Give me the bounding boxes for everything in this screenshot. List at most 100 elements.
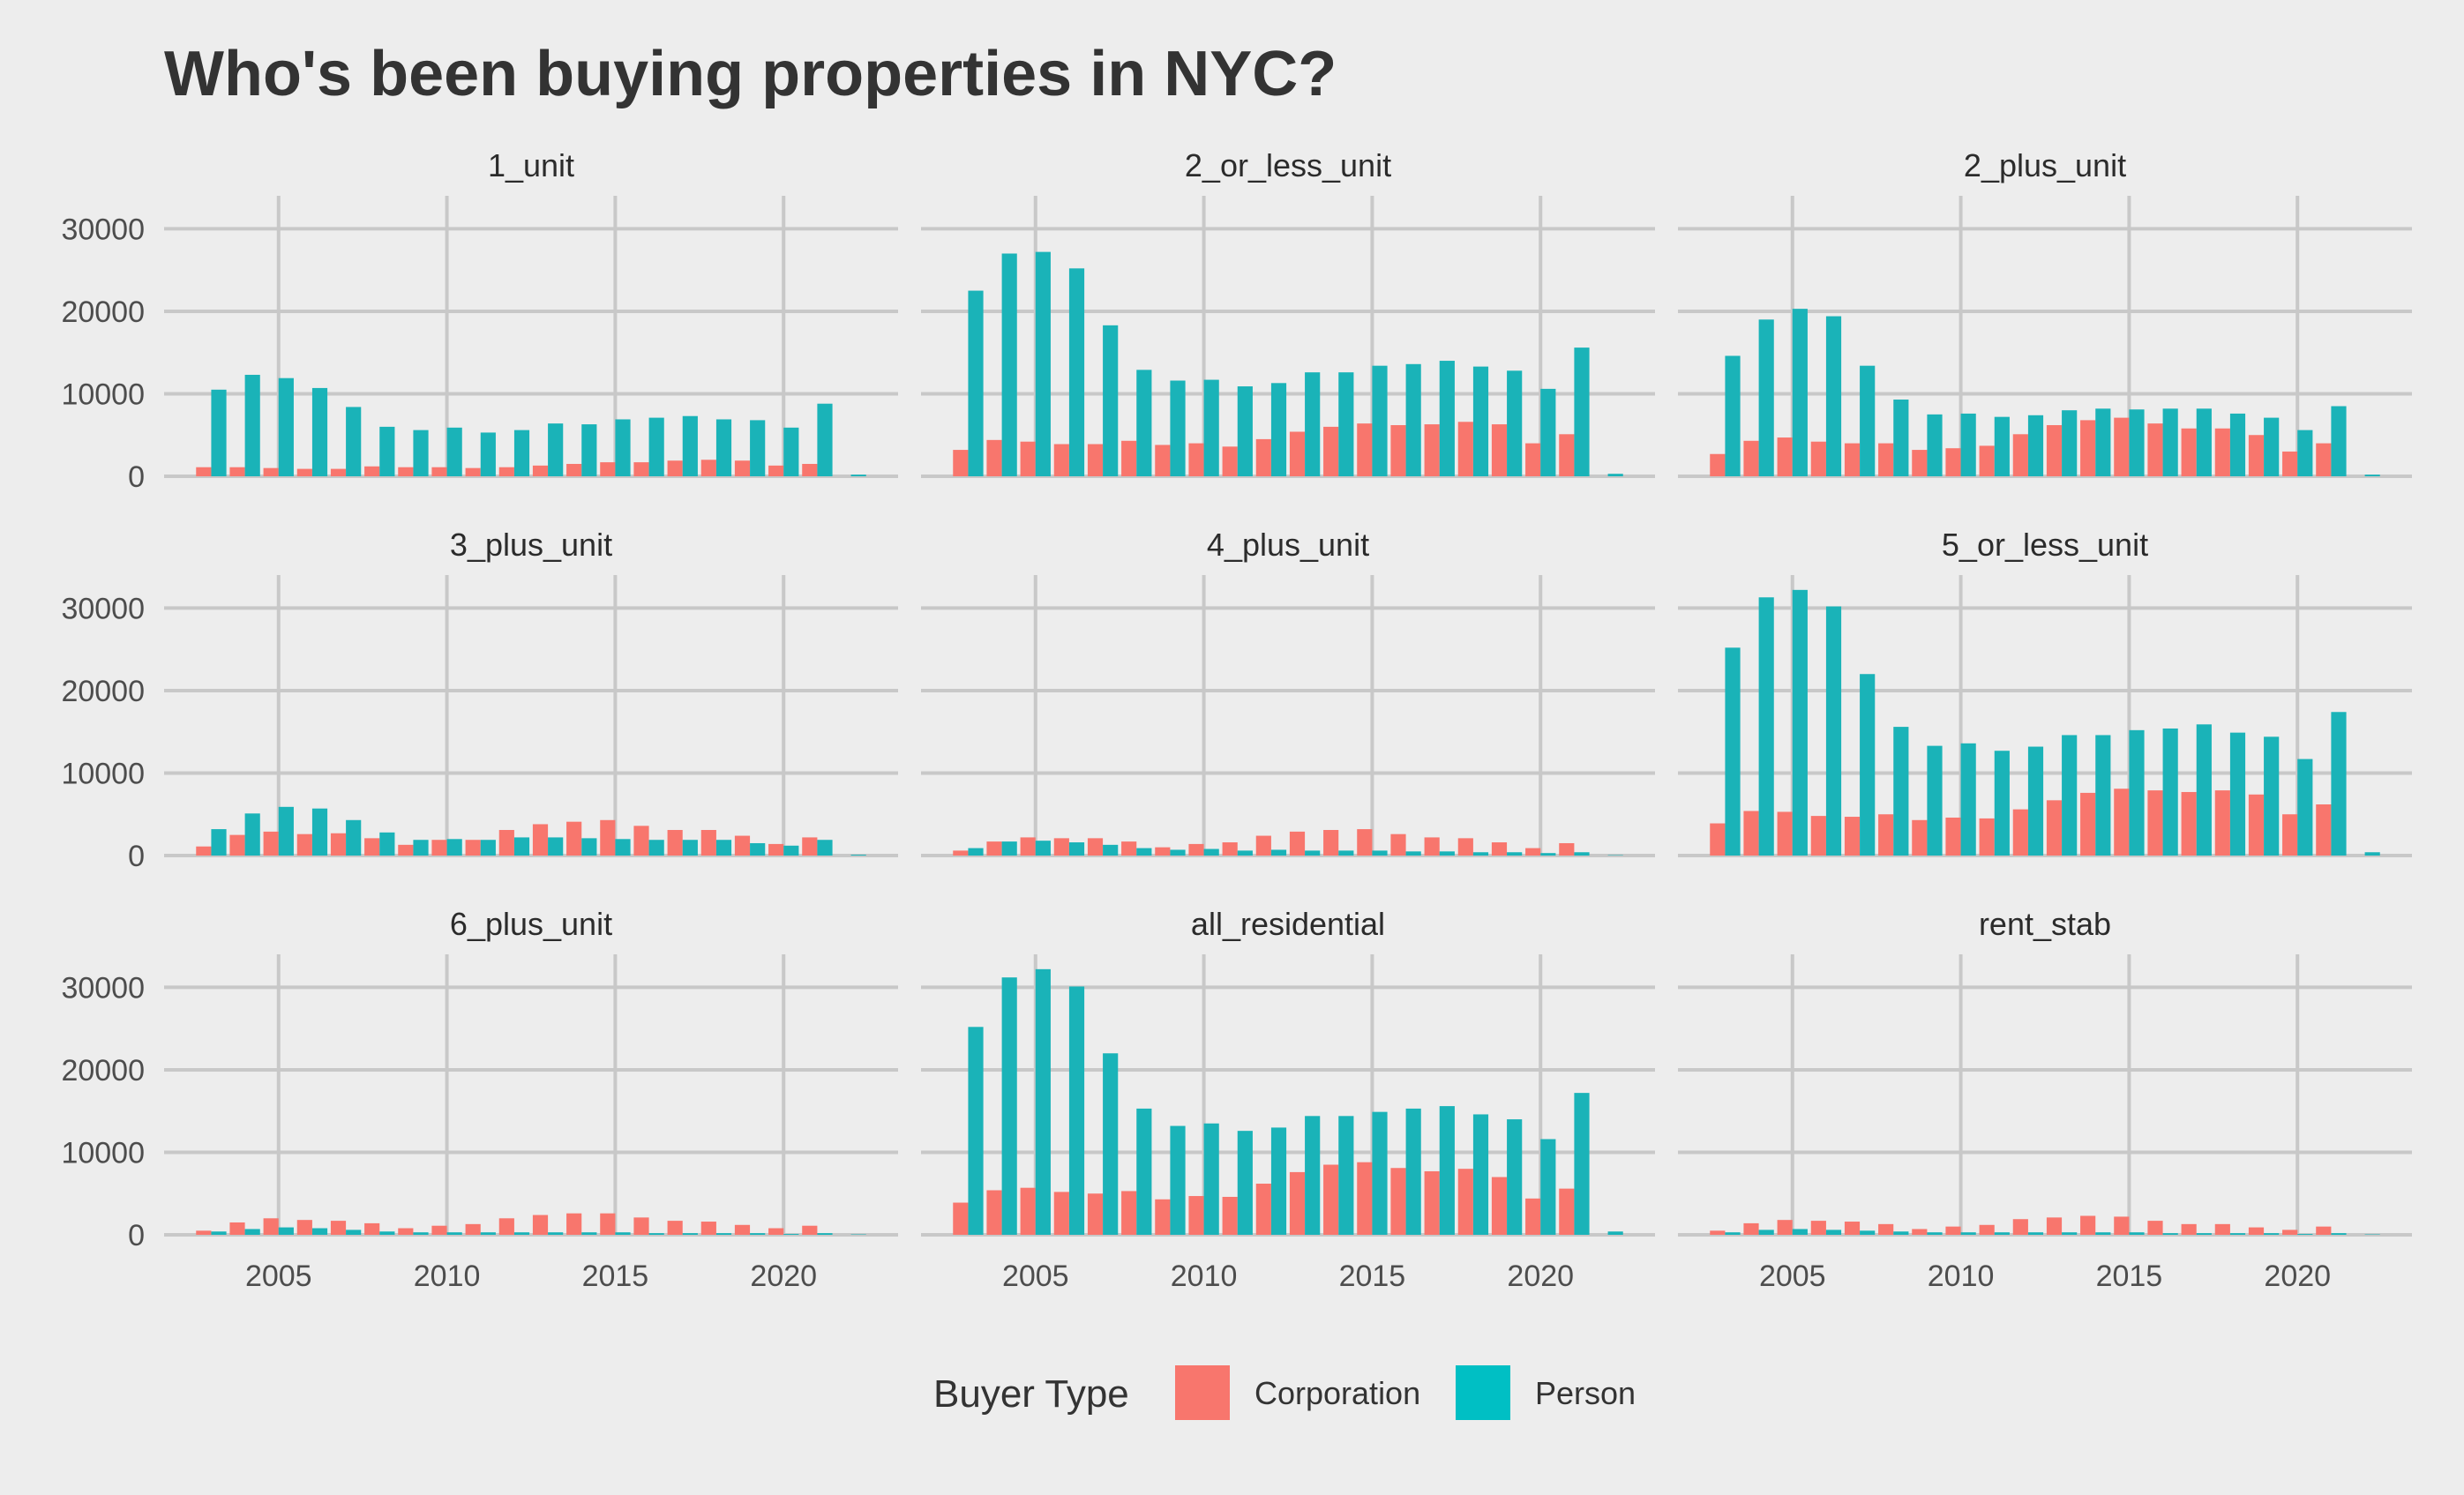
bar-corporation-2009 <box>1912 819 1928 856</box>
bar-corporation-2011 <box>1222 446 1238 476</box>
bar-corporation-2009 <box>398 1228 414 1235</box>
bar-corporation-2020 <box>768 465 784 476</box>
bar-corporation-2008 <box>1878 1223 1894 1235</box>
bar-corporation-2009 <box>398 467 414 476</box>
bar-corporation-2005 <box>1020 441 1036 476</box>
bar-person-2017 <box>1439 361 1455 476</box>
bar-person-2009 <box>1927 745 1943 856</box>
bar-person-2006 <box>311 1228 328 1235</box>
bar-person-2019 <box>1507 852 1523 856</box>
bar-corporation-2017 <box>667 460 683 476</box>
bar-corporation-2010 <box>1945 1226 1961 1235</box>
bar-person-2008 <box>1136 1108 1152 1235</box>
bar-corporation-2003 <box>196 467 212 476</box>
bar-person-2009 <box>1927 414 1943 476</box>
bar-person-2020 <box>783 427 799 476</box>
bar-person-2005 <box>1792 589 1808 856</box>
bar-corporation-2007 <box>1087 444 1104 476</box>
bar-person-2011 <box>1994 416 2010 476</box>
x-tick-label: 2005 <box>245 1260 312 1293</box>
bar-person-2007 <box>346 819 362 856</box>
bar-person-2015 <box>2129 1232 2145 1235</box>
bar-corporation-2008 <box>364 1222 380 1235</box>
bar-corporation-2006 <box>1053 444 1069 476</box>
bar-corporation-2004 <box>229 1222 245 1235</box>
bar-corporation-2008 <box>1121 440 1137 476</box>
bar-person-2021 <box>1574 852 1590 856</box>
x-tick-label: 2020 <box>1507 1260 1574 1293</box>
bar-corporation-2015 <box>1357 829 1373 856</box>
bar-person-2017 <box>1439 1106 1455 1235</box>
bar-corporation-2009 <box>1155 445 1171 476</box>
facet-title: 5_or_less_unit <box>1942 527 2148 563</box>
bar-person-2016 <box>2162 728 2178 856</box>
bar-person-2018 <box>2229 413 2246 476</box>
bar-person-2008 <box>1136 848 1152 856</box>
facet-panel-2_or_less_unit: 2_or_less_unit <box>921 147 1655 478</box>
bar-corporation-2009 <box>398 844 414 856</box>
bar-corporation-2016 <box>1390 425 1406 476</box>
bar-person-2013 <box>548 423 564 476</box>
bar-corporation-2018 <box>700 1222 716 1235</box>
bar-person-2014 <box>2095 735 2111 856</box>
bar-person-2009 <box>413 840 429 856</box>
bar-corporation-2007 <box>1844 1222 1861 1235</box>
bar-corporation-2015 <box>1357 1162 1373 1235</box>
bar-corporation-2010 <box>1188 1196 1204 1235</box>
bar-person-2007 <box>1860 365 1876 476</box>
bar-corporation-2007 <box>1087 1193 1104 1235</box>
bar-person-2009 <box>1170 380 1186 476</box>
bar-person-2016 <box>1405 363 1421 476</box>
facet-panel-6_plus_unit: 6_plus_unit 0 10000 20000 30000 2005 2010 2015 2… <box>61 906 898 1293</box>
bar-person-2003 <box>968 848 984 856</box>
facet-title: 4_plus_unit <box>1207 527 1369 563</box>
bar-corporation-2020 <box>768 1228 784 1235</box>
x-tick-label: 2010 <box>1928 1260 1995 1293</box>
bar-person-2013 <box>2062 735 2078 856</box>
bar-corporation-2003 <box>196 1230 212 1235</box>
bar-person-2019 <box>750 420 766 476</box>
bar-person-2012 <box>2027 1232 2044 1235</box>
bar-person-2003 <box>211 829 227 856</box>
bar-person-2010 <box>446 427 462 476</box>
bar-corporation-2009 <box>1155 1199 1171 1235</box>
bar-person-2008 <box>379 426 395 476</box>
bar-person-2016 <box>1405 851 1421 856</box>
bar-corporation-2016 <box>633 826 649 856</box>
bar-corporation-2008 <box>364 838 380 856</box>
bar-person-2004 <box>1758 1230 1774 1235</box>
bar-corporation-2016 <box>633 462 649 476</box>
bar-corporation-2020 <box>1525 443 1541 476</box>
bar-corporation-2008 <box>364 466 380 476</box>
bar-corporation-2020 <box>768 843 784 856</box>
bar-person-2012 <box>513 1232 530 1235</box>
bar-corporation-2020 <box>1525 848 1541 856</box>
bar-person-2019 <box>2264 1233 2280 1235</box>
facet-title: 2_plus_unit <box>1964 147 2126 183</box>
bar-corporation-2010 <box>431 467 447 476</box>
bar-person-2007 <box>346 407 362 476</box>
bar-corporation-2017 <box>1424 837 1440 856</box>
facet-panel-5_or_less_unit: 5_or_less_unit <box>1678 527 2412 857</box>
bar-person-2016 <box>2162 1233 2178 1235</box>
bar-person-2021 <box>817 403 833 476</box>
bar-person-2014 <box>581 424 597 476</box>
bar-corporation-2005 <box>1777 811 1793 856</box>
bar-corporation-2019 <box>1491 842 1508 856</box>
bar-person-2022 <box>850 855 866 856</box>
y-tick-label: 20000 <box>61 295 145 329</box>
bar-corporation-2004 <box>1743 811 1759 856</box>
bar-person-2004 <box>1001 977 1017 1235</box>
legend-key-corporation <box>1175 1365 1230 1420</box>
bar-person-2008 <box>1893 400 1909 476</box>
bar-person-2020 <box>1540 1139 1556 1235</box>
facet-title: all_residential <box>1191 906 1385 942</box>
bar-corporation-2003 <box>1710 1230 1726 1235</box>
bar-person-2007 <box>1103 1053 1119 1235</box>
bar-person-2006 <box>1068 268 1085 476</box>
bar-corporation-2011 <box>465 467 481 476</box>
bar-corporation-2017 <box>2181 791 2197 856</box>
bar-corporation-2013 <box>532 465 549 476</box>
bar-corporation-2016 <box>1390 1168 1406 1235</box>
bar-person-2009 <box>1170 1125 1186 1235</box>
